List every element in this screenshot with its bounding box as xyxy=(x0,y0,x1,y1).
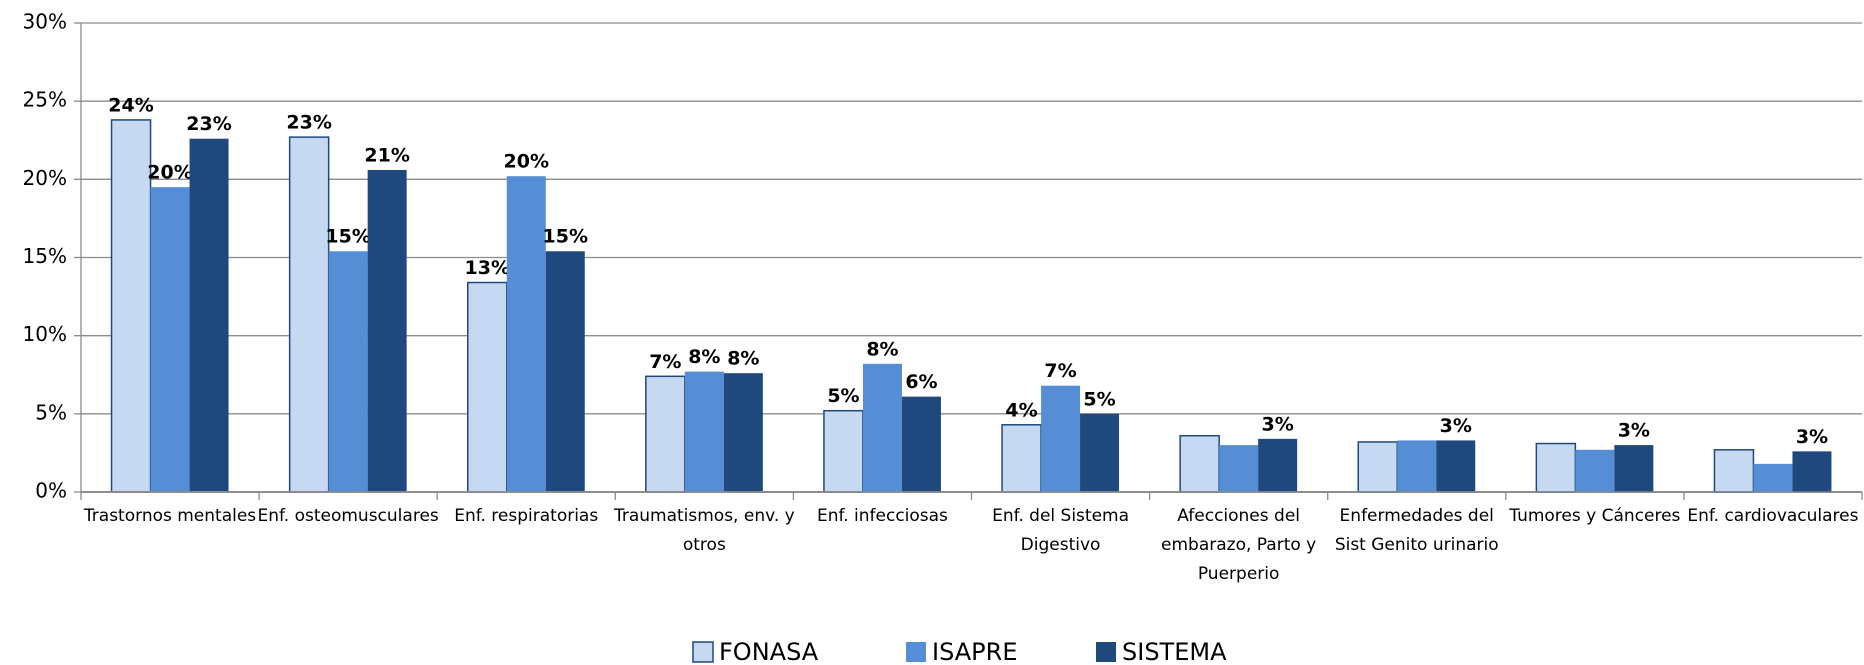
bar xyxy=(1041,385,1081,492)
bar xyxy=(467,281,508,493)
legend-label: SISTEMA xyxy=(1122,638,1227,665)
x-tick-label: Enf. infecciosas xyxy=(816,506,948,526)
data-label: 3% xyxy=(1440,415,1472,437)
x-tick-label: Trastornos mentales xyxy=(83,506,257,526)
data-label: 8% xyxy=(727,348,759,370)
data-label: 6% xyxy=(905,371,937,393)
bar xyxy=(1080,413,1120,492)
data-label: 8% xyxy=(866,338,898,360)
data-label: 7% xyxy=(649,351,681,373)
bar xyxy=(1219,445,1259,492)
bar xyxy=(1397,440,1437,492)
y-tick-label: 30% xyxy=(23,10,67,34)
y-tick-label: 15% xyxy=(23,244,67,268)
data-label: 23% xyxy=(186,113,231,135)
bar xyxy=(328,251,368,492)
bar xyxy=(901,396,941,492)
x-tick-label: Enf. del Sistema Digestivo xyxy=(992,506,1129,555)
bar xyxy=(367,169,407,492)
data-label: 24% xyxy=(108,94,153,116)
legend-label: ISAPRE xyxy=(932,638,1018,665)
data-label: 13% xyxy=(465,257,510,279)
bar xyxy=(150,187,190,492)
data-label: 20% xyxy=(147,162,192,184)
data-label: 15% xyxy=(543,226,588,248)
bar xyxy=(506,176,546,492)
data-label: 3% xyxy=(1618,420,1650,442)
x-tick-label: Afecciones del embarazo, Parto y Puerper… xyxy=(1161,506,1317,584)
data-label: 23% xyxy=(286,112,331,134)
bar xyxy=(288,136,330,493)
bar xyxy=(645,375,686,493)
data-label: 21% xyxy=(364,144,409,166)
x-tick-label: Enfermedades del Sist Genito urinario xyxy=(1334,506,1499,555)
bar xyxy=(1258,438,1298,492)
bar xyxy=(684,371,724,492)
bar xyxy=(1614,445,1654,492)
bar xyxy=(1357,441,1398,493)
data-label: 3% xyxy=(1796,426,1828,448)
data-label: 20% xyxy=(504,151,549,173)
x-tick-label: Traumatismos, env. y otros xyxy=(613,506,795,555)
data-label: 15% xyxy=(325,226,370,248)
bar xyxy=(1792,451,1832,492)
bar xyxy=(1436,440,1476,492)
bar xyxy=(1535,442,1577,493)
bar xyxy=(1179,434,1220,493)
bar xyxy=(189,138,229,493)
y-tick-label: 0% xyxy=(35,479,67,503)
data-label: 8% xyxy=(688,346,720,368)
y-tick-label: 20% xyxy=(23,166,67,190)
bar xyxy=(1575,449,1615,492)
legend-swatch xyxy=(1096,642,1116,662)
x-tick-label: Tumores y Cánceres xyxy=(1509,506,1681,526)
x-tick-label: Enf. cardiovaculares xyxy=(1687,506,1859,526)
bar xyxy=(862,363,902,492)
y-tick-label: 5% xyxy=(35,400,67,424)
data-label: 4% xyxy=(1005,399,1037,421)
legend-swatch xyxy=(906,642,926,662)
bar xyxy=(545,251,585,492)
data-label: 3% xyxy=(1262,413,1294,435)
legend-swatch xyxy=(692,641,714,663)
bar xyxy=(723,373,763,492)
data-label: 5% xyxy=(827,385,859,407)
bar xyxy=(1001,424,1042,493)
data-label: 7% xyxy=(1044,360,1076,382)
bar xyxy=(823,409,864,493)
x-tick-label: Enf. respiratorias xyxy=(454,506,599,526)
legend-label: FONASA xyxy=(719,638,819,665)
data-label: 5% xyxy=(1083,388,1115,410)
y-tick-label: 10% xyxy=(23,322,67,346)
bar xyxy=(110,119,152,493)
bar xyxy=(1753,463,1793,492)
bar xyxy=(1713,449,1755,493)
y-tick-label: 25% xyxy=(23,88,67,112)
x-tick-label: Enf. osteomusculares xyxy=(257,506,439,526)
